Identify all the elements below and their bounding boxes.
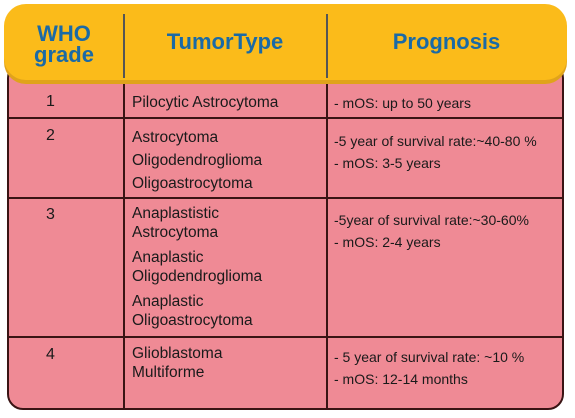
header-who-grade: WHO grade: [4, 4, 124, 82]
prognosis-line: - mOS: 12-14 months: [334, 371, 468, 387]
tumor-type: Pilocytic Astrocytoma: [132, 94, 279, 111]
column-divider: [326, 80, 328, 410]
who-grade-table: WHO grade TumorType Prognosis 1 Pilocyti…: [4, 4, 567, 412]
tumor-type: Anaplastic: [132, 249, 204, 266]
tumor-type-cell-2: Astrocytoma Oligodendroglioma Oligoastro…: [132, 126, 262, 195]
prognosis-line: - mOS: 3-5 years: [334, 155, 441, 171]
prognosis-cell-2: -5 year of survival rate:~40-80 % - mOS:…: [334, 130, 537, 174]
prognosis-line: -5year of survival rate:~30-60%: [334, 212, 529, 228]
prognosis-cell-1: - mOS: up to 50 years: [334, 92, 471, 114]
row-divider: [9, 336, 562, 338]
header-divider: [123, 14, 125, 78]
tumor-type: Oligoastrocytoma: [132, 175, 253, 192]
table-body: [7, 62, 564, 410]
prognosis-line: - mOS: up to 50 years: [334, 95, 471, 111]
tumor-type: Oligoastrocytoma: [132, 312, 253, 329]
grade-cell-3: 3: [46, 206, 55, 223]
header-divider: [326, 14, 328, 78]
header-grade-line1: WHO: [37, 21, 91, 46]
tumor-type: Multiforme: [132, 364, 205, 381]
tumor-type: Glioblastoma: [132, 345, 223, 362]
prognosis-cell-4: - 5 year of survival rate: ~10 % - mOS: …: [334, 346, 524, 390]
grade-cell-2: 2: [46, 127, 55, 144]
tumor-type: Oligodendroglioma: [132, 152, 263, 169]
grade-cell-4: 4: [46, 346, 55, 363]
table-header: WHO grade TumorType Prognosis: [4, 4, 567, 80]
tumor-type: Anaplastistic: [132, 205, 220, 222]
prognosis-cell-3: -5year of survival rate:~30-60% - mOS: 2…: [334, 209, 529, 253]
tumor-type-cell-4: Glioblastoma Multiforme: [132, 344, 222, 382]
header-prognosis: Prognosis: [392, 29, 501, 54]
tumor-type: Oligodendroglioma: [132, 268, 263, 285]
row-divider: [9, 117, 562, 119]
tumor-type-cell-1: Pilocytic Astrocytoma: [132, 93, 278, 112]
prognosis-line: - 5 year of survival rate: ~10 %: [334, 349, 525, 365]
row-divider: [9, 197, 562, 199]
grade-cell-1: 1: [46, 93, 55, 110]
prognosis-line: - mOS: 2-4 years: [334, 234, 441, 250]
tumor-type: Anaplastic: [132, 293, 204, 310]
tumor-type: Astrocytoma: [132, 129, 219, 146]
column-divider: [123, 80, 125, 410]
header-tumor-type: TumorType: [166, 29, 284, 54]
tumor-type: Astrocytoma: [132, 224, 219, 241]
tumor-type-cell-3: Anaplastistic Astrocytoma Anaplastic Oli…: [132, 204, 262, 330]
header-grade-line2: grade: [34, 42, 94, 67]
prognosis-line: -5 year of survival rate:~40-80 %: [334, 133, 537, 149]
